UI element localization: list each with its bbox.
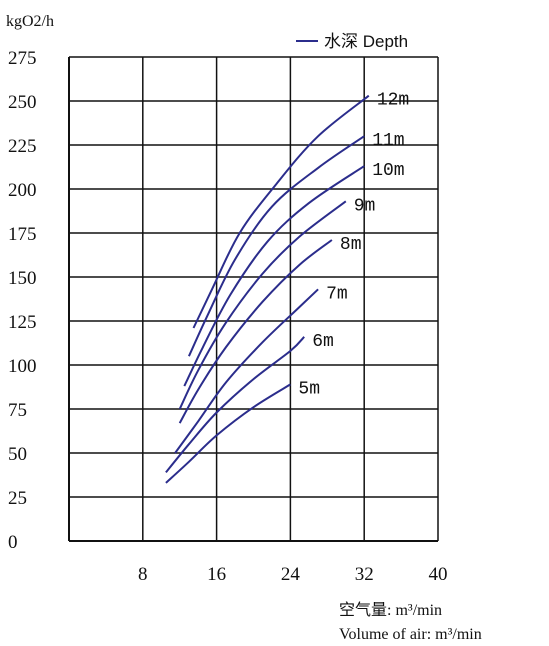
series-line-5m — [165, 383, 291, 484]
x-axis-label-en: Volume of air: m³/min — [339, 626, 482, 643]
legend: 水深 Depth — [296, 32, 408, 51]
x-axis-label-cn: 空气量: m³/min — [339, 601, 442, 619]
x-tick-label: 8 — [138, 564, 148, 585]
series-labels: 5m 6m 7m 8m 9m 10m 11m 12m — [298, 91, 409, 400]
y-tick-label: 25 — [8, 488, 27, 509]
series-label-11m: 11m — [372, 131, 404, 151]
y-tick-label: 50 — [8, 444, 27, 465]
y-tick-label: 75 — [8, 400, 27, 421]
legend-title: 水深 Depth — [324, 32, 408, 51]
x-tick-label: 40 — [429, 564, 448, 585]
y-tick-label: 275 — [8, 48, 37, 69]
series-line-11m — [187, 135, 365, 357]
series-lines — [165, 94, 370, 484]
series-label-12m: 12m — [377, 91, 409, 111]
y-tick-label: 100 — [8, 356, 37, 377]
y-tick-label: 150 — [8, 268, 37, 289]
y-tick-label: 250 — [8, 92, 37, 113]
x-tick-label: 16 — [207, 564, 226, 585]
series-label-7m: 7m — [326, 284, 348, 304]
y-axis-label: kgO2/h — [6, 13, 54, 30]
x-tick-labels: 8 16 24 32 40 — [138, 564, 447, 585]
x-tick-label: 32 — [355, 564, 374, 585]
series-line-7m — [174, 288, 319, 454]
x-tick-label: 24 — [281, 564, 301, 585]
grid — [68, 56, 439, 542]
y-tick-label: 0 — [8, 532, 18, 553]
y-tick-labels: 0 25 50 75 100 125 150 175 200 225 250 275 — [8, 48, 37, 553]
y-tick-label: 200 — [8, 180, 37, 201]
series-label-5m: 5m — [298, 379, 320, 399]
series-label-10m: 10m — [372, 161, 404, 181]
y-tick-label: 175 — [8, 224, 37, 245]
series-line-9m — [178, 200, 347, 410]
y-tick-label: 225 — [8, 136, 37, 157]
series-line-8m — [178, 239, 333, 424]
series-label-8m: 8m — [340, 235, 362, 255]
series-line-10m — [183, 165, 365, 387]
series-line-6m — [165, 336, 305, 474]
y-tick-label: 125 — [8, 312, 37, 333]
series-label-6m: 6m — [312, 332, 334, 352]
series-line-12m — [192, 94, 370, 329]
series-label-9m: 9m — [354, 196, 376, 216]
